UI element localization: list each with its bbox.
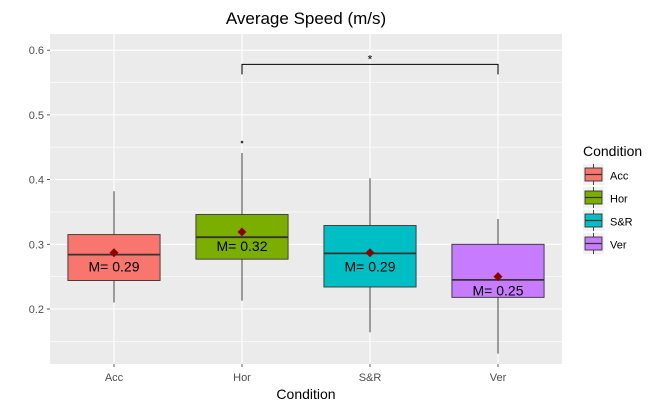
legend-item: Acc (583, 164, 629, 185)
mean-marker (365, 248, 375, 258)
legend-item: Ver (583, 233, 627, 254)
y-axis: 0.2 0.3 0.4 0.5 0.6 (29, 45, 50, 316)
mean-marker (493, 272, 503, 282)
iqr-box (451, 243, 545, 298)
legend: Condition Acc Hor S&R Ver (583, 143, 642, 254)
y-tick-label: 0.3 (29, 239, 44, 251)
box-acc: M= 0.29 (67, 191, 161, 303)
x-tick-label: Ver (490, 372, 507, 384)
mean-label: M= 0.29 (89, 259, 140, 275)
mean-marker (237, 227, 247, 237)
legend-items: Acc Hor S&R Ver (583, 164, 633, 254)
y-tick-label: 0.6 (29, 45, 44, 57)
plot-panel (50, 34, 562, 364)
box-s-r: M= 0.29 (323, 178, 417, 333)
legend-label: S&R (610, 217, 633, 229)
x-axis-label: Condition (276, 386, 335, 402)
mean-marker (109, 248, 119, 258)
legend-item: Hor (583, 187, 628, 208)
x-tick-label: Hor (233, 372, 251, 384)
box-ver: M= 0.25 (451, 219, 545, 354)
legend-label: Ver (610, 240, 627, 252)
box-plots: M= 0.29 M= 0.32 M= 0.29 M= 0.25 (67, 140, 545, 354)
x-tick-label: Acc (105, 372, 124, 384)
y-tick-label: 0.5 (29, 110, 44, 122)
legend-title: Condition (583, 143, 642, 159)
chart-title: Average Speed (m/s) (226, 9, 386, 28)
legend-item: S&R (583, 210, 633, 231)
mean-label: M= 0.32 (217, 238, 268, 254)
y-tick-label: 0.4 (29, 175, 44, 187)
x-tick-label: S&R (359, 372, 382, 384)
significance-bracket (241, 63, 499, 75)
mean-label: M= 0.25 (473, 283, 524, 299)
box-hor: M= 0.32 (195, 140, 289, 301)
significance-annotation: * (241, 52, 499, 75)
y-tick-label: 0.2 (29, 304, 44, 316)
significance-star: * (368, 52, 373, 66)
iqr-box (67, 234, 161, 281)
x-axis: Acc Hor S&R Ver (105, 364, 507, 384)
legend-label: Acc (610, 171, 629, 183)
legend-label: Hor (610, 194, 628, 206)
mean-label: M= 0.29 (345, 259, 396, 275)
outlier-point (240, 140, 244, 144)
